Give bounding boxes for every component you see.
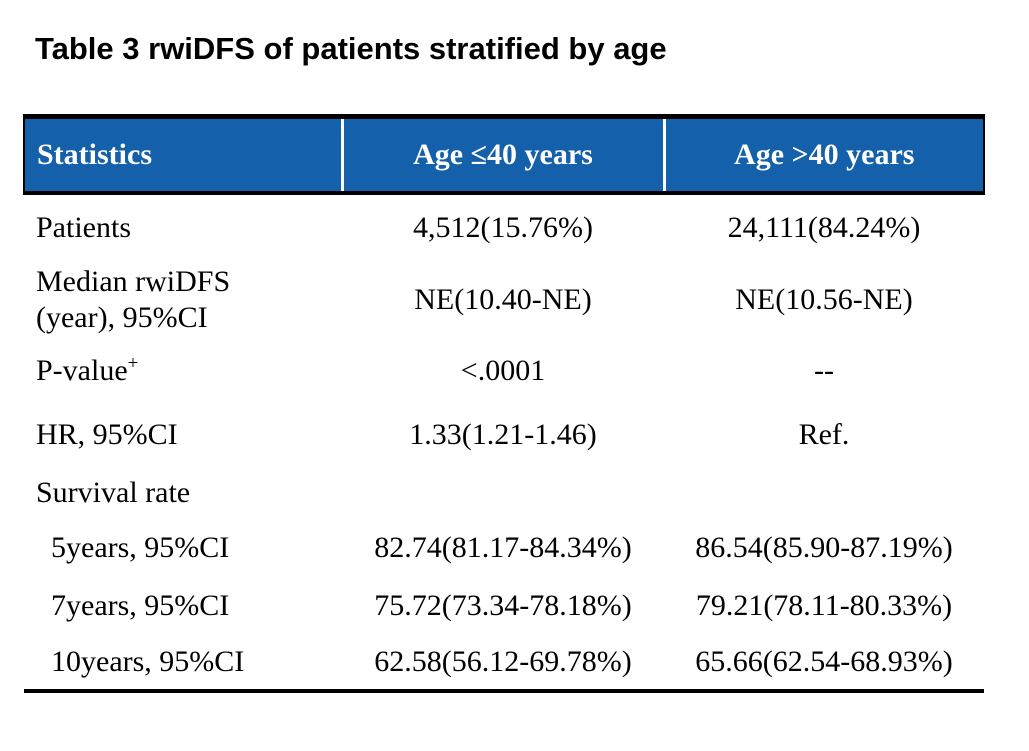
- row-survival-rate: Survival rate: [24, 467, 984, 519]
- row-survival-5-years: 5years, 95%CI 82.74(81.17-84.34%) 86.54(…: [24, 519, 984, 577]
- row-label: 7years, 95%CI: [51, 588, 230, 622]
- page: Table 3 rwiDFS of patients stratified by…: [0, 30, 1029, 751]
- row-label: Survival rate: [36, 475, 191, 509]
- header-age-gt-40: Age >40 years: [662, 114, 985, 195]
- row-label: Median rwiDFS (year), 95%CI: [36, 264, 231, 334]
- cell-value: 62.58(56.12-69.78%): [342, 634, 664, 693]
- cell-value: 24,111(84.24%): [727, 210, 921, 244]
- row-label: 5years, 95%CI: [51, 530, 230, 564]
- cell-value: NE(10.40-NE): [414, 282, 592, 316]
- row-survival-10-years: 10years, 95%CI 62.58(56.12-69.78%) 65.66…: [24, 634, 984, 693]
- row-survival-7-years: 7years, 95%CI 75.72(73.34-78.18%) 79.21(…: [24, 577, 984, 635]
- rwidfs-table: Statistics Age ≤40 years Age >40 years P…: [23, 114, 985, 693]
- cell-value: 86.54(85.90-87.19%): [695, 530, 953, 564]
- cell-value: 79.21(78.11-80.33%): [695, 588, 953, 622]
- row-median-rwidfs: Median rwiDFS (year), 95%CI NE(10.40-NE)…: [24, 261, 984, 339]
- cell-value: <.0001: [460, 353, 546, 387]
- header-statistics: Statistics: [23, 114, 342, 195]
- cell-value: 75.72(73.34-78.18%): [374, 588, 632, 622]
- row-label: HR, 95%CI: [36, 417, 178, 451]
- cell-value: [342, 467, 664, 519]
- cell-value: 1.33(1.21-1.46): [409, 417, 597, 451]
- row-label: 10years, 95%CI: [24, 634, 342, 693]
- table-title: Table 3 rwiDFS of patients stratified by…: [35, 31, 667, 66]
- cell-value: 65.66(62.54-68.93%): [664, 634, 984, 693]
- cell-value: Ref.: [798, 417, 850, 451]
- p-value-superscript: +: [127, 352, 139, 374]
- cell-value: --: [814, 353, 834, 387]
- row-label: Patients: [36, 210, 131, 244]
- header-row: Statistics Age ≤40 years Age >40 years: [23, 114, 985, 195]
- row-patients: Patients 4,512(15.76%) 24,111(84.24%): [24, 193, 984, 261]
- cell-value: NE(10.56-NE): [735, 282, 913, 316]
- row-p-value: P-value+ <.0001 --: [24, 339, 984, 403]
- row-hazard-ratio: HR, 95%CI 1.33(1.21-1.46) Ref.: [24, 403, 984, 467]
- row-label: P-value+: [24, 339, 342, 403]
- cell-value: 4,512(15.76%): [413, 210, 593, 244]
- p-value-label: P-value: [36, 353, 128, 387]
- cell-value: 82.74(81.17-84.34%): [374, 530, 632, 564]
- cell-value: [664, 467, 984, 519]
- header-age-le-40: Age ≤40 years: [340, 114, 664, 195]
